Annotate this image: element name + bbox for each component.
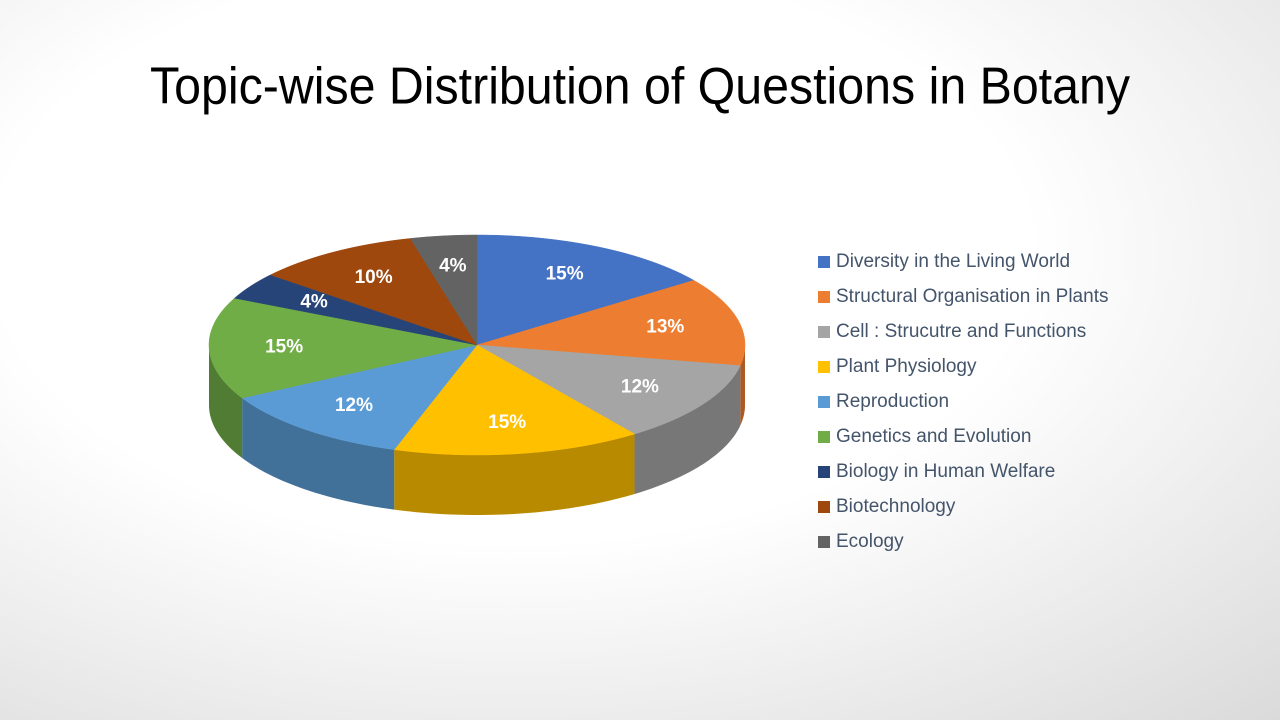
legend-label: Genetics and Evolution <box>836 426 1031 447</box>
legend-label: Reproduction <box>836 391 949 412</box>
chart-title: Topic-wise Distribution of Questions in … <box>150 58 1130 116</box>
slice-side-shade <box>394 433 635 515</box>
legend-swatch <box>818 396 830 408</box>
slice <box>476 234 695 346</box>
data-label: 4% <box>300 292 328 313</box>
legend-swatch <box>818 431 830 443</box>
legend: Diversity in the Living World Structural … <box>818 251 1108 552</box>
pie-sides <box>209 345 745 515</box>
legend-label: Diversity in the Living World <box>836 251 1070 272</box>
data-label: 15% <box>546 263 584 284</box>
legend-label: Biotechnology <box>836 496 956 517</box>
legend-swatch <box>818 361 830 373</box>
legend-label: Structural Organisation in Plants <box>836 286 1108 307</box>
legend-label: Cell : Strucutre and Functions <box>836 321 1086 342</box>
data-label: 12% <box>335 395 373 416</box>
legend-swatch <box>818 256 830 268</box>
data-label: 4% <box>439 255 467 276</box>
legend-swatch <box>818 291 830 303</box>
legend-label: Biology in Human Welfare <box>836 461 1055 482</box>
slice-side <box>740 345 745 426</box>
slice-side-shade <box>209 345 243 458</box>
legend-swatch <box>818 466 830 478</box>
legend-label: Plant Physiology <box>836 356 977 377</box>
slice <box>476 344 741 435</box>
data-label: 13% <box>646 317 684 338</box>
slice-side-shade <box>634 365 741 494</box>
data-label: 10% <box>355 267 393 288</box>
data-label: 15% <box>488 412 526 433</box>
slice <box>409 234 478 346</box>
slice <box>476 280 746 366</box>
legend-swatch <box>818 536 830 548</box>
slice-side <box>242 397 395 510</box>
data-label: 12% <box>621 376 659 397</box>
slice <box>269 238 478 346</box>
slice <box>233 274 478 346</box>
slice-side <box>394 433 635 515</box>
slice-side <box>209 345 243 458</box>
legend-swatch <box>818 501 830 513</box>
pie-tops <box>208 234 746 456</box>
slice-side <box>634 365 741 494</box>
slice-side-shade <box>242 397 395 510</box>
slice <box>241 344 478 450</box>
legend-label: Ecology <box>836 531 904 552</box>
slice <box>393 344 636 456</box>
data-label: 15% <box>265 337 303 358</box>
slice-side-shade <box>740 345 745 426</box>
slice <box>208 297 478 399</box>
labels: 15% 13% 12% 15% 12% 15% 4% 10% 4% <box>265 255 684 433</box>
legend-swatch <box>818 326 830 338</box>
